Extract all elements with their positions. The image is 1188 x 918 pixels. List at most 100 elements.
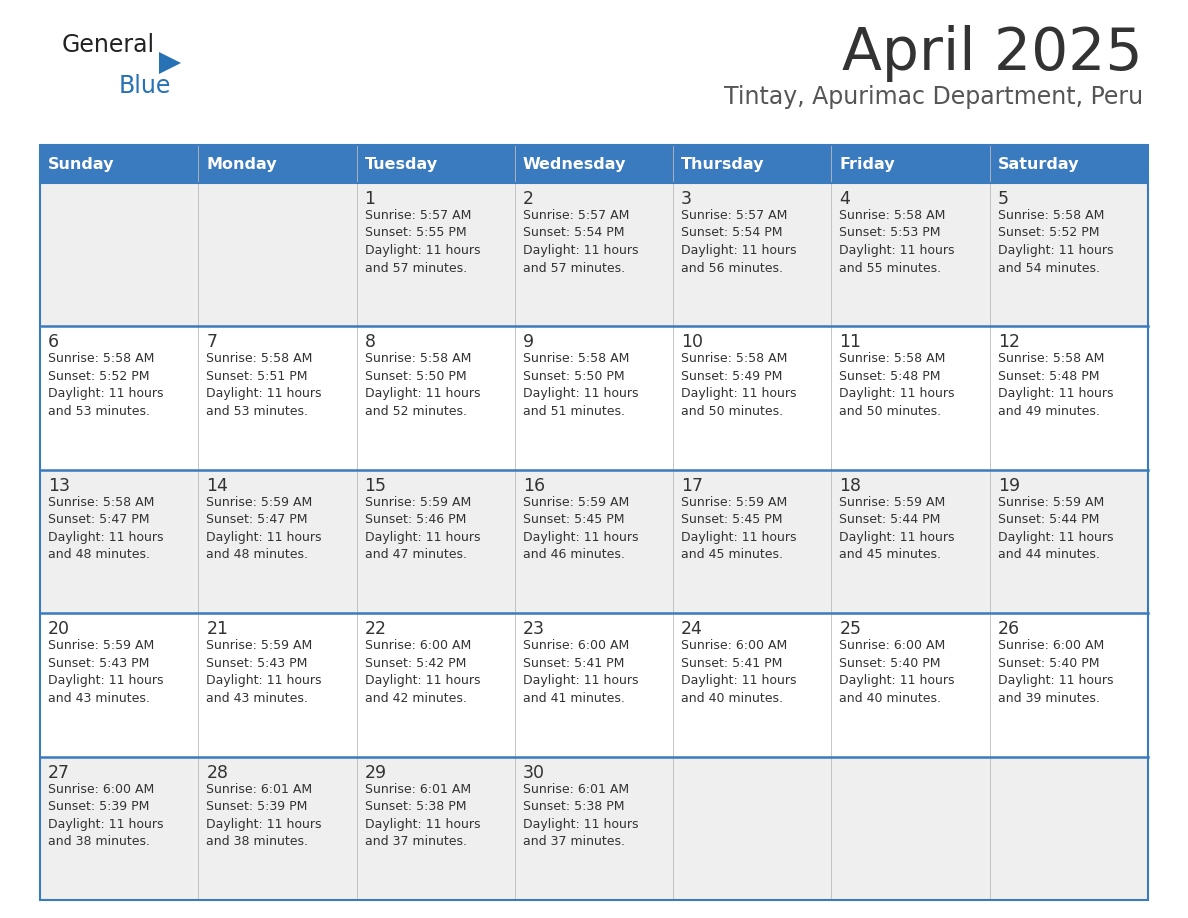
- Text: and 37 minutes.: and 37 minutes.: [365, 835, 467, 848]
- Text: Daylight: 11 hours: Daylight: 11 hours: [48, 674, 164, 688]
- Text: 14: 14: [207, 476, 228, 495]
- Text: Sunset: 5:43 PM: Sunset: 5:43 PM: [48, 656, 150, 670]
- Text: and 45 minutes.: and 45 minutes.: [840, 548, 941, 561]
- Text: Sunrise: 5:58 AM: Sunrise: 5:58 AM: [207, 353, 312, 365]
- Text: Sunrise: 5:58 AM: Sunrise: 5:58 AM: [998, 209, 1104, 222]
- Text: Daylight: 11 hours: Daylight: 11 hours: [681, 674, 797, 688]
- Text: Daylight: 11 hours: Daylight: 11 hours: [365, 244, 480, 257]
- Text: Monday: Monday: [207, 156, 277, 172]
- Text: Sunday: Sunday: [48, 156, 114, 172]
- Text: and 55 minutes.: and 55 minutes.: [840, 262, 942, 274]
- Text: Daylight: 11 hours: Daylight: 11 hours: [523, 818, 638, 831]
- Text: and 38 minutes.: and 38 minutes.: [207, 835, 308, 848]
- Text: Sunrise: 5:59 AM: Sunrise: 5:59 AM: [998, 496, 1104, 509]
- Text: General: General: [62, 33, 156, 57]
- Text: Sunset: 5:53 PM: Sunset: 5:53 PM: [840, 227, 941, 240]
- Text: Friday: Friday: [840, 156, 895, 172]
- Text: Sunrise: 5:58 AM: Sunrise: 5:58 AM: [48, 353, 154, 365]
- Text: 15: 15: [365, 476, 386, 495]
- Text: and 50 minutes.: and 50 minutes.: [840, 405, 942, 418]
- Text: Sunset: 5:50 PM: Sunset: 5:50 PM: [523, 370, 625, 383]
- Text: 10: 10: [681, 333, 703, 352]
- Bar: [356, 145, 514, 183]
- Text: Daylight: 11 hours: Daylight: 11 hours: [365, 674, 480, 688]
- Text: 4: 4: [840, 190, 851, 208]
- Text: 19: 19: [998, 476, 1019, 495]
- Text: April 2025: April 2025: [842, 25, 1143, 82]
- Text: and 38 minutes.: and 38 minutes.: [48, 835, 150, 848]
- Text: Daylight: 11 hours: Daylight: 11 hours: [998, 244, 1113, 257]
- Text: Sunrise: 6:00 AM: Sunrise: 6:00 AM: [365, 639, 470, 652]
- Text: 21: 21: [207, 621, 228, 638]
- Text: Daylight: 11 hours: Daylight: 11 hours: [840, 387, 955, 400]
- Text: Tuesday: Tuesday: [365, 156, 437, 172]
- Bar: [832, 145, 990, 183]
- Text: Daylight: 11 hours: Daylight: 11 hours: [48, 531, 164, 543]
- Text: Sunset: 5:49 PM: Sunset: 5:49 PM: [681, 370, 783, 383]
- Text: Daylight: 11 hours: Daylight: 11 hours: [681, 387, 797, 400]
- Text: Sunset: 5:44 PM: Sunset: 5:44 PM: [840, 513, 941, 526]
- Text: Sunrise: 6:00 AM: Sunrise: 6:00 AM: [523, 639, 630, 652]
- Text: Wednesday: Wednesday: [523, 156, 626, 172]
- Text: and 51 minutes.: and 51 minutes.: [523, 405, 625, 418]
- Text: Daylight: 11 hours: Daylight: 11 hours: [523, 531, 638, 543]
- Bar: [40, 145, 1148, 900]
- Text: 3: 3: [681, 190, 693, 208]
- Text: and 40 minutes.: and 40 minutes.: [681, 691, 783, 705]
- Text: Sunset: 5:45 PM: Sunset: 5:45 PM: [523, 513, 625, 526]
- Text: Sunrise: 6:01 AM: Sunrise: 6:01 AM: [365, 783, 470, 796]
- Text: 22: 22: [365, 621, 386, 638]
- Text: Daylight: 11 hours: Daylight: 11 hours: [207, 387, 322, 400]
- Text: Daylight: 11 hours: Daylight: 11 hours: [681, 531, 797, 543]
- Text: Daylight: 11 hours: Daylight: 11 hours: [207, 818, 322, 831]
- Text: Sunset: 5:39 PM: Sunset: 5:39 PM: [48, 800, 150, 813]
- Bar: [674, 145, 832, 183]
- Text: Sunrise: 5:59 AM: Sunrise: 5:59 AM: [207, 639, 312, 652]
- Text: Sunset: 5:40 PM: Sunset: 5:40 PM: [998, 656, 1099, 670]
- Text: 6: 6: [48, 333, 59, 352]
- Text: Sunset: 5:48 PM: Sunset: 5:48 PM: [998, 370, 1099, 383]
- Text: Daylight: 11 hours: Daylight: 11 hours: [523, 244, 638, 257]
- Text: Tintay, Apurimac Department, Peru: Tintay, Apurimac Department, Peru: [723, 85, 1143, 109]
- Text: Sunrise: 5:58 AM: Sunrise: 5:58 AM: [365, 353, 470, 365]
- Text: 18: 18: [840, 476, 861, 495]
- Text: Sunrise: 6:00 AM: Sunrise: 6:00 AM: [998, 639, 1104, 652]
- Text: 27: 27: [48, 764, 70, 781]
- Text: Sunset: 5:45 PM: Sunset: 5:45 PM: [681, 513, 783, 526]
- Text: Sunrise: 5:57 AM: Sunrise: 5:57 AM: [681, 209, 788, 222]
- Text: Sunrise: 5:58 AM: Sunrise: 5:58 AM: [840, 353, 946, 365]
- Text: Sunrise: 5:59 AM: Sunrise: 5:59 AM: [48, 639, 154, 652]
- Text: Daylight: 11 hours: Daylight: 11 hours: [365, 818, 480, 831]
- Text: Sunset: 5:52 PM: Sunset: 5:52 PM: [48, 370, 150, 383]
- Text: and 57 minutes.: and 57 minutes.: [523, 262, 625, 274]
- Bar: [40, 613, 1148, 756]
- Text: Daylight: 11 hours: Daylight: 11 hours: [365, 531, 480, 543]
- Text: Sunset: 5:54 PM: Sunset: 5:54 PM: [681, 227, 783, 240]
- Text: 20: 20: [48, 621, 70, 638]
- Text: and 43 minutes.: and 43 minutes.: [48, 691, 150, 705]
- Text: 13: 13: [48, 476, 70, 495]
- Text: and 49 minutes.: and 49 minutes.: [998, 405, 1100, 418]
- Bar: [40, 183, 1148, 327]
- Text: and 46 minutes.: and 46 minutes.: [523, 548, 625, 561]
- Text: 30: 30: [523, 764, 545, 781]
- Text: Sunset: 5:41 PM: Sunset: 5:41 PM: [681, 656, 783, 670]
- Text: Sunrise: 6:01 AM: Sunrise: 6:01 AM: [523, 783, 628, 796]
- Bar: [198, 145, 356, 183]
- Polygon shape: [159, 52, 181, 74]
- Text: 12: 12: [998, 333, 1019, 352]
- Text: Daylight: 11 hours: Daylight: 11 hours: [207, 674, 322, 688]
- Text: 24: 24: [681, 621, 703, 638]
- Text: Sunset: 5:38 PM: Sunset: 5:38 PM: [365, 800, 466, 813]
- Bar: [40, 470, 1148, 613]
- Text: Thursday: Thursday: [681, 156, 765, 172]
- Text: 23: 23: [523, 621, 545, 638]
- Text: 26: 26: [998, 621, 1019, 638]
- Text: and 48 minutes.: and 48 minutes.: [207, 548, 308, 561]
- Text: 2: 2: [523, 190, 533, 208]
- Text: 17: 17: [681, 476, 703, 495]
- Text: Sunset: 5:46 PM: Sunset: 5:46 PM: [365, 513, 466, 526]
- Text: Sunset: 5:55 PM: Sunset: 5:55 PM: [365, 227, 466, 240]
- Text: Sunset: 5:44 PM: Sunset: 5:44 PM: [998, 513, 1099, 526]
- Text: Sunset: 5:47 PM: Sunset: 5:47 PM: [207, 513, 308, 526]
